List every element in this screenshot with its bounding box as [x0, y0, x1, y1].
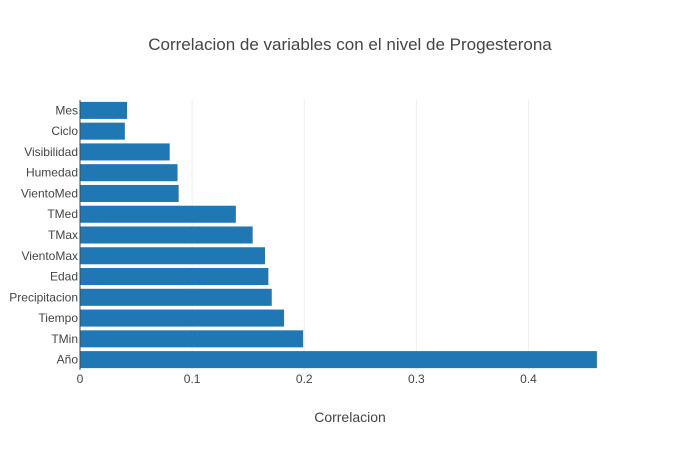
bar-tmin — [80, 330, 304, 348]
y-tick-label: Precipitacion — [9, 290, 78, 304]
bar-tiempo — [80, 309, 285, 327]
y-tick-label: VientoMax — [22, 249, 78, 263]
x-tick-labels: 0 0.1 0.2 0.3 0.4 — [77, 372, 538, 386]
chart-title: Correlacion de variables con el nivel de… — [148, 35, 552, 54]
y-tick-label: Ciclo — [51, 124, 78, 138]
bar-visibilidad — [80, 143, 170, 161]
bar-año — [80, 351, 597, 369]
bar-ciclo — [80, 122, 125, 140]
bar-mes — [80, 101, 128, 119]
bars — [80, 101, 597, 369]
bar-vientomed — [80, 184, 179, 202]
x-tick-label: 0.2 — [296, 372, 313, 386]
bar-humedad — [80, 164, 178, 182]
x-tick-label: 0.1 — [184, 372, 201, 386]
x-tick-label: 0.3 — [408, 372, 425, 386]
y-tick-label: Tiempo — [38, 311, 78, 325]
bar-precipitacion — [80, 288, 272, 306]
x-axis-label: Correlacion — [314, 409, 386, 425]
bar-edad — [80, 268, 269, 286]
y-tick-label: Humedad — [26, 166, 78, 180]
x-tick-label: 0.4 — [520, 372, 537, 386]
y-tick-label: VientoMed — [21, 186, 78, 200]
y-tick-label: Año — [57, 353, 79, 367]
y-tick-label: TMin — [51, 332, 78, 346]
y-tick-label: TMed — [47, 207, 78, 221]
bar-vientomax — [80, 247, 266, 265]
y-tick-labels: Mes Ciclo Visibilidad Humedad VientoMed TMed T… — [9, 103, 78, 366]
bar-tmed — [80, 205, 236, 223]
y-tick-label: TMax — [48, 228, 78, 242]
x-tick-label: 0 — [77, 372, 84, 386]
y-tick-label: Visibilidad — [24, 145, 78, 159]
y-tick-label: Edad — [50, 270, 78, 284]
y-tick-label: Mes — [55, 103, 78, 117]
bar-tmax — [80, 226, 253, 244]
